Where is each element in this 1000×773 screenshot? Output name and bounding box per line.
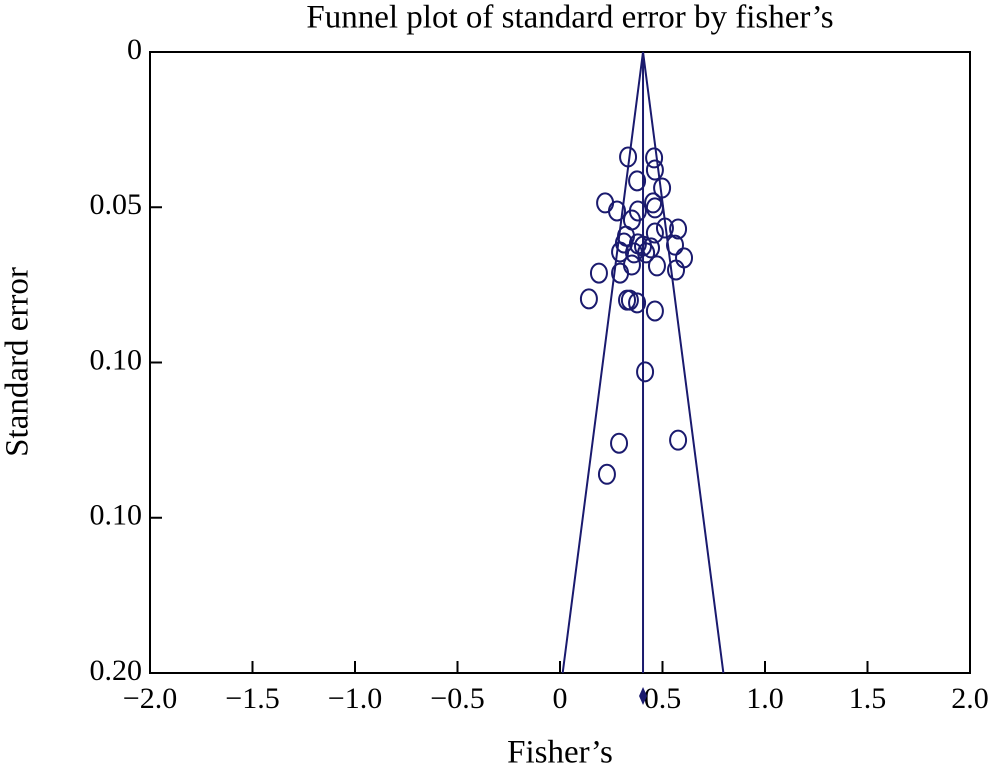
study-point bbox=[642, 237, 661, 259]
study-point bbox=[619, 146, 638, 168]
study-point bbox=[647, 255, 666, 277]
study-point bbox=[620, 289, 639, 311]
study-point bbox=[655, 217, 674, 239]
y-tick-label: 0.10 bbox=[90, 499, 143, 532]
study-point bbox=[636, 361, 655, 383]
chart-title: Funnel plot of standard error by fisher’… bbox=[306, 0, 833, 36]
study-point bbox=[607, 200, 626, 222]
y-tick-label: 0.05 bbox=[90, 188, 143, 221]
plot-frame bbox=[149, 51, 971, 674]
study-point bbox=[645, 300, 664, 322]
study-point bbox=[579, 288, 598, 310]
study-point bbox=[628, 292, 647, 314]
x-tick-label: 2.0 bbox=[951, 682, 989, 715]
study-point bbox=[645, 147, 664, 169]
study-point bbox=[625, 242, 644, 264]
x-tick-label: −2.0 bbox=[123, 682, 177, 715]
study-point bbox=[610, 432, 629, 454]
study-point bbox=[675, 247, 694, 269]
study-point bbox=[628, 170, 647, 192]
study-point bbox=[645, 222, 664, 244]
y-tick-label: 0.20 bbox=[90, 654, 143, 687]
y-tick-label: 0 bbox=[127, 33, 142, 66]
study-point bbox=[666, 234, 685, 256]
x-tick-label: 1.0 bbox=[746, 682, 784, 715]
study-point bbox=[622, 254, 641, 276]
x-tick-label: −1.0 bbox=[328, 682, 382, 715]
study-point bbox=[669, 429, 688, 451]
summary-diamond bbox=[639, 687, 648, 705]
study-point bbox=[589, 262, 608, 284]
x-tick-label: −1.5 bbox=[225, 682, 279, 715]
study-point bbox=[669, 218, 688, 240]
study-point bbox=[611, 241, 630, 263]
study-point bbox=[597, 463, 616, 485]
study-point bbox=[637, 242, 656, 264]
study-point bbox=[645, 197, 664, 219]
x-tick-label: 0.5 bbox=[644, 682, 682, 715]
y-tick-label: 0.10 bbox=[90, 343, 143, 376]
study-point bbox=[667, 259, 686, 281]
study-point bbox=[653, 177, 672, 199]
x-tick-label: 0 bbox=[553, 682, 568, 715]
y-axis-label: Standard error bbox=[0, 267, 36, 457]
study-point bbox=[596, 192, 615, 214]
study-point bbox=[611, 262, 630, 284]
x-tick-label: −0.5 bbox=[430, 682, 484, 715]
study-point bbox=[645, 159, 664, 181]
x-axis-label: Fisher’s bbox=[507, 735, 613, 771]
x-tick-label: 1.5 bbox=[849, 682, 887, 715]
